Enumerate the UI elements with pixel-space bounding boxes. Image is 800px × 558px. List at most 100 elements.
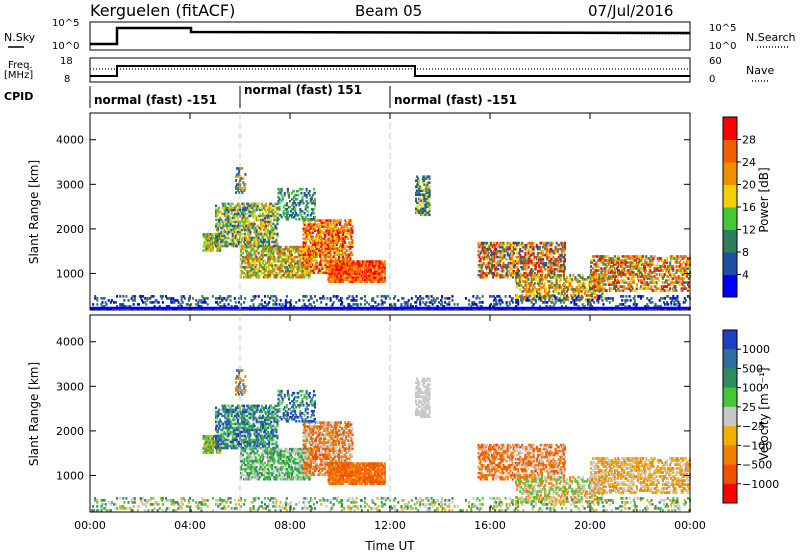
power-cell <box>513 260 515 263</box>
power-cell <box>251 299 253 302</box>
power-cell <box>258 252 260 255</box>
power-cell <box>534 256 536 259</box>
power-cell <box>287 268 289 271</box>
power-cell <box>187 303 189 306</box>
power-cell <box>618 289 620 292</box>
power-cell <box>351 229 353 232</box>
power-cell <box>247 203 249 206</box>
power-cell <box>641 267 643 270</box>
power-cell <box>309 190 311 193</box>
power-cell <box>274 207 276 210</box>
power-cell <box>195 303 197 306</box>
power-cell <box>138 303 140 306</box>
power-cell <box>537 292 539 295</box>
power-cell <box>551 286 553 289</box>
power-cell <box>564 254 566 257</box>
power-cell <box>524 252 526 255</box>
noise-sky-line <box>90 28 690 44</box>
power-cell <box>539 246 541 249</box>
power-cell <box>569 282 571 285</box>
power-cell <box>291 254 293 257</box>
power-cell <box>249 231 251 234</box>
power-cell <box>593 255 595 258</box>
power-cell <box>313 301 315 304</box>
power-cell <box>534 286 536 289</box>
power-cell <box>483 272 485 275</box>
power-cell <box>540 286 542 289</box>
power-cell <box>429 203 431 206</box>
power-cell <box>115 301 117 304</box>
power-cell <box>228 231 230 234</box>
power-cell <box>547 274 549 277</box>
power-cell <box>478 250 480 253</box>
freq-left-tick-bottom: 8 <box>64 74 70 85</box>
power-cell <box>228 303 230 306</box>
power-cell <box>305 247 307 250</box>
power-cell <box>313 188 315 191</box>
power-cell <box>534 272 536 275</box>
power-cell <box>418 179 420 182</box>
power-cell <box>216 297 218 300</box>
power-cell <box>581 290 583 293</box>
power-cell <box>415 197 417 200</box>
power-cell <box>228 203 230 206</box>
power-cell <box>519 244 521 247</box>
power-cell <box>537 246 539 249</box>
power-cell <box>259 270 261 273</box>
power-cell <box>255 203 257 206</box>
power-cell <box>119 295 121 298</box>
station-title: Kerguelen (fitACF) <box>90 1 235 20</box>
power-cell <box>311 297 313 300</box>
power-cell <box>661 259 663 262</box>
power-cell <box>537 288 539 291</box>
power-cell <box>275 239 277 242</box>
power-cell <box>536 262 538 265</box>
power-cell <box>125 295 127 298</box>
power-cell <box>244 297 246 300</box>
power-cell <box>104 297 106 300</box>
power-cell <box>212 295 214 298</box>
power-cell <box>669 271 671 274</box>
power-cell <box>260 245 262 248</box>
power-cell <box>274 264 276 267</box>
power-cell <box>480 258 482 261</box>
power-cell <box>429 189 431 192</box>
power-cell <box>272 237 274 240</box>
power-cell <box>274 211 276 214</box>
power-cell <box>535 276 537 279</box>
power-cell <box>425 301 427 304</box>
power-cell <box>372 297 374 300</box>
power-cell <box>142 295 144 298</box>
power-cell <box>304 276 306 279</box>
cpid-segment-0: normal (fast) -151 <box>94 93 217 107</box>
power-cell <box>584 286 586 289</box>
power-cell <box>539 252 541 255</box>
power-cell <box>418 209 420 212</box>
power-cell <box>301 210 303 213</box>
power-cell <box>499 242 501 245</box>
power-cell <box>303 202 305 205</box>
power-cell <box>230 295 232 298</box>
power-cell <box>423 175 425 178</box>
power-cell <box>151 301 153 304</box>
power-cell <box>668 279 670 282</box>
power-cell <box>256 256 258 259</box>
power-cell <box>594 289 596 292</box>
power-cell <box>360 303 362 306</box>
power-cell <box>516 282 518 285</box>
power-cell <box>254 262 256 265</box>
power-cell <box>364 295 366 298</box>
power-cell <box>598 273 600 276</box>
power-cell <box>579 280 581 283</box>
power-cell <box>546 242 548 245</box>
power-cell <box>381 295 383 298</box>
power-cell <box>546 246 548 249</box>
power-cell <box>642 255 644 258</box>
power-cell <box>610 281 612 284</box>
power-cell <box>517 256 519 259</box>
power-cell <box>504 244 506 247</box>
power-cell <box>216 223 218 226</box>
power-cell <box>633 279 635 282</box>
power-cell <box>132 299 134 302</box>
